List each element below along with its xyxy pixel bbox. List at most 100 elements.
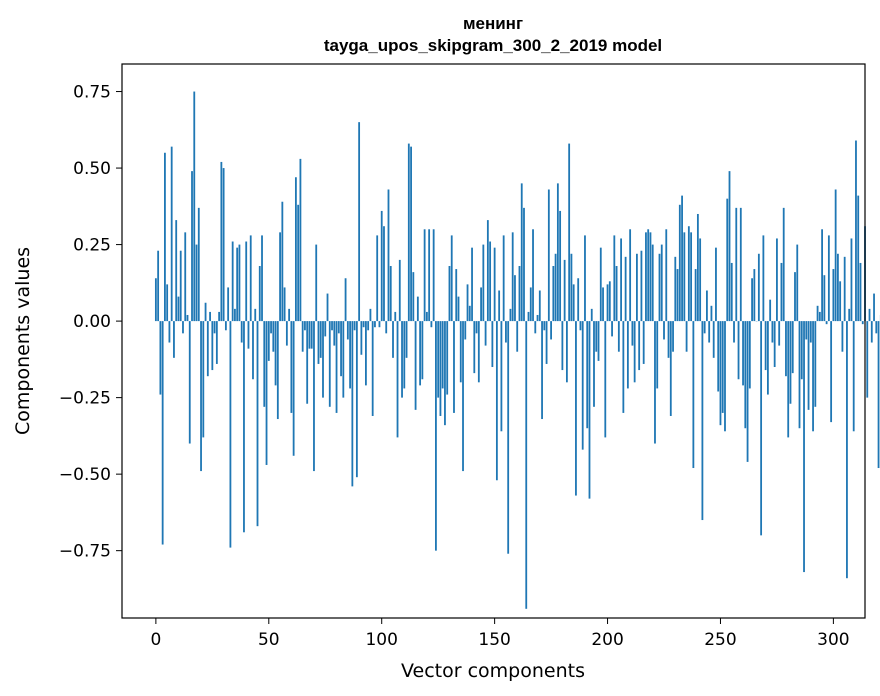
bar-78 [331, 321, 333, 331]
bar-198 [602, 287, 604, 322]
bar-283 [794, 272, 796, 322]
bar-53 [274, 321, 277, 386]
bar-217 [645, 232, 647, 322]
bar-86 [349, 321, 351, 389]
y-tick-label: 0.50 [73, 159, 111, 179]
bar-10 [177, 296, 180, 322]
bar-320 [877, 321, 880, 469]
bar-9 [175, 220, 178, 322]
bar-189 [581, 321, 584, 450]
bar-69 [310, 321, 313, 349]
bar-111 [405, 321, 408, 358]
bar-31 [224, 321, 227, 331]
bar-130 [448, 266, 451, 322]
bar-24 [209, 311, 211, 322]
bar-263 [748, 321, 751, 389]
y-tick-label: 0.25 [73, 236, 111, 256]
bar-190 [584, 235, 586, 322]
bar-60 [290, 321, 293, 413]
bar-244 [706, 290, 708, 322]
bar-186 [575, 321, 577, 496]
bar-42 [249, 235, 252, 322]
bar-126 [439, 321, 442, 416]
bar-57 [283, 287, 286, 322]
bar-41 [247, 321, 250, 349]
bar-4 [164, 152, 166, 322]
bar-284 [796, 244, 799, 322]
bar-133 [455, 269, 458, 322]
bar-18 [195, 244, 198, 322]
bar-65 [301, 321, 304, 352]
bar-151 [495, 321, 498, 481]
bar-282 [791, 321, 794, 374]
bar-184 [570, 253, 573, 322]
bar-173 [545, 321, 548, 364]
bar-150 [493, 247, 496, 322]
bar-299 [830, 321, 833, 423]
bar-222 [656, 321, 659, 389]
bar-157 [509, 308, 512, 322]
bar-154 [502, 235, 505, 322]
bar-166 [529, 287, 532, 322]
bar-268 [760, 321, 763, 536]
bar-182 [565, 321, 568, 383]
bar-209 [626, 321, 629, 389]
bar-17 [193, 91, 196, 322]
bar-309 [852, 321, 855, 432]
bar-302 [837, 253, 839, 322]
bar-153 [500, 321, 503, 432]
bar-187 [577, 278, 580, 322]
bar-192 [588, 321, 591, 499]
bar-202 [611, 321, 613, 337]
bar-145 [482, 244, 485, 322]
bar-92 [362, 321, 365, 328]
bar-14 [186, 314, 189, 322]
bar-240 [696, 213, 699, 322]
bar-33 [229, 321, 232, 548]
bar-199 [604, 321, 607, 438]
bar-308 [850, 238, 853, 322]
bar-196 [597, 321, 600, 361]
bar-291 [812, 321, 814, 432]
bar-56 [281, 201, 284, 322]
bar-303 [839, 281, 842, 322]
bars-layer [154, 91, 880, 609]
bar-315 [866, 321, 869, 398]
bar-264 [751, 278, 753, 322]
bar-70 [313, 321, 315, 472]
bar-237 [690, 232, 693, 322]
bar-250 [719, 321, 722, 426]
bar-80 [335, 321, 338, 413]
bar-267 [757, 253, 760, 322]
bar-234 [683, 232, 686, 322]
bar-113 [410, 146, 412, 322]
bar-226 [665, 229, 668, 322]
bar-301 [834, 189, 837, 322]
bar-43 [252, 321, 254, 380]
bar-28 [218, 311, 221, 322]
bar-174 [547, 189, 550, 322]
bar-116 [416, 296, 419, 322]
bar-273 [771, 321, 774, 343]
bar-40 [245, 241, 248, 322]
bar-260 [742, 321, 744, 386]
bar-270 [764, 321, 767, 371]
y-tick-label: −0.25 [59, 389, 111, 409]
bar-1 [157, 250, 160, 322]
bar-120 [425, 311, 428, 322]
bar-125 [437, 321, 440, 398]
bar-169 [536, 314, 539, 322]
bar-290 [809, 321, 812, 343]
bar-132 [453, 321, 455, 413]
bar-52 [272, 321, 275, 352]
bar-77 [328, 321, 331, 407]
bar-261 [744, 321, 747, 429]
bar-161 [518, 266, 521, 322]
x-tick-label: 300 [817, 630, 849, 650]
bar-246 [710, 305, 713, 322]
bar-265 [753, 269, 756, 322]
x-axis-label: Vector components [401, 660, 585, 682]
bar-141 [473, 321, 476, 374]
bar-180 [561, 321, 564, 371]
